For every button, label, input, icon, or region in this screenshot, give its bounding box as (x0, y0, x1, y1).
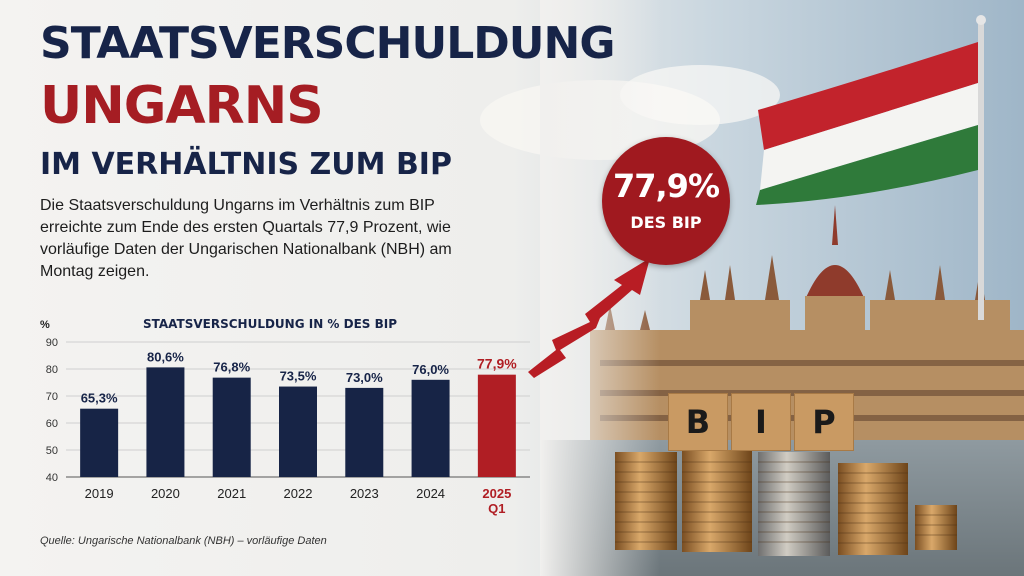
bar (146, 367, 185, 477)
data-label: 80,6% (147, 349, 184, 364)
bar (411, 379, 450, 477)
title-line-3: IM VERHÄLTNIS ZUM BIP (40, 147, 452, 182)
x-tick-label: Q1 (488, 501, 505, 516)
y-tick-label: 40 (46, 472, 58, 484)
y-tick-label: 70 (46, 391, 58, 403)
data-label: 65,3% (81, 391, 118, 406)
bar (212, 377, 251, 477)
x-tick-label: 2020 (151, 486, 180, 501)
data-label: 73,0% (346, 370, 383, 385)
bar (279, 386, 317, 477)
badge-label: DES BIP (630, 213, 702, 232)
x-tick-label: 2024 (416, 486, 445, 501)
source-note: Quelle: Ungarische Nationalbank (NBH) – … (40, 535, 327, 547)
y-axis-label: % (40, 319, 50, 331)
y-tick-label: 50 (46, 445, 58, 457)
block-letter-b: B (668, 393, 728, 451)
x-tick-label: 2025 (482, 486, 511, 501)
title-line-1: STAATSVERSCHULDUNG (40, 18, 615, 69)
y-tick-label: 60 (46, 418, 58, 430)
data-label: 77,9% (477, 356, 517, 372)
x-tick-label: 2019 (85, 486, 114, 501)
bar (477, 374, 516, 477)
block-letter-p: P (794, 393, 854, 451)
intro-text: Die Staatsverschuldung Ungarns im Verhäl… (40, 197, 452, 280)
bar (345, 387, 384, 477)
x-tick-label: 2022 (284, 486, 313, 501)
data-label: 76,0% (412, 362, 449, 377)
debt-ratio-badge: 77,9% DES BIP (602, 137, 730, 265)
chart-title: STAATSVERSCHULDUNG IN % DES BIP (143, 317, 397, 331)
block-letter-i: I (731, 393, 791, 451)
title-line-2: UNGARNS (40, 76, 324, 136)
badge-value: 77,9% (612, 167, 720, 205)
x-tick-label: 2021 (217, 486, 246, 501)
y-tick-label: 80 (46, 364, 58, 376)
bar (80, 408, 119, 477)
data-label: 73,5% (280, 369, 317, 384)
x-tick-label: 2023 (350, 486, 379, 501)
data-label: 76,8% (213, 360, 250, 375)
y-tick-label: 90 (46, 337, 58, 349)
